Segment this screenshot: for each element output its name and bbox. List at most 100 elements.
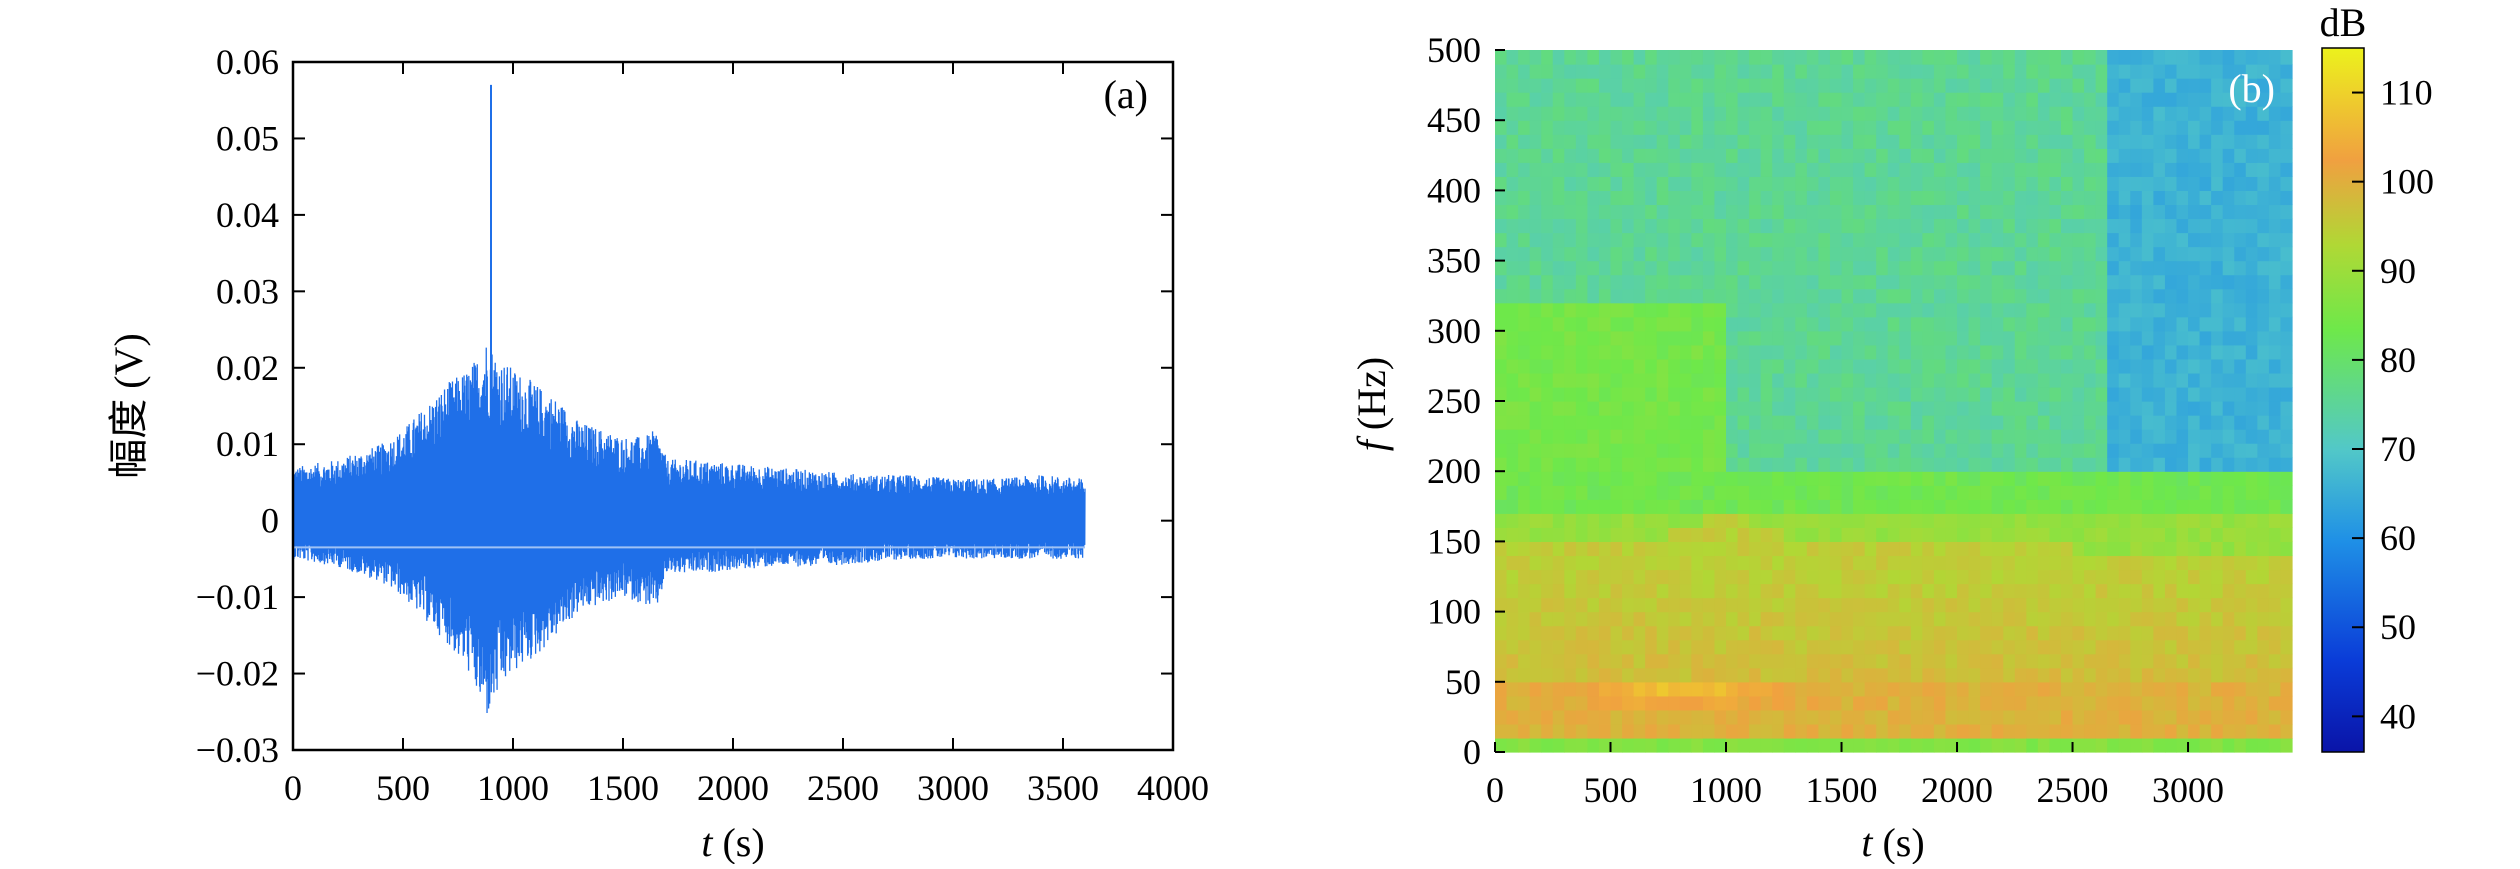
heatmap-cell	[1633, 246, 1646, 262]
heatmap-cell	[1564, 471, 1577, 486]
heatmap-cell	[2153, 134, 2166, 149]
heatmap-cell	[1702, 316, 1716, 332]
heatmap-cell	[2037, 316, 2051, 332]
heatmap-cell	[1633, 190, 1646, 206]
heatmap-cell	[1772, 569, 1785, 585]
heatmap-cell	[2060, 555, 2074, 571]
heatmap-cell	[1598, 120, 1612, 135]
heatmap-cell	[1818, 218, 1831, 234]
heatmap-cell	[1622, 78, 1635, 93]
heatmap-cell	[1829, 471, 1843, 486]
heatmap-cell	[1656, 555, 1669, 571]
heatmap-cell	[2095, 597, 2108, 613]
heatmap-cell	[1529, 64, 1542, 79]
heatmap-cell	[2153, 358, 2166, 374]
heatmap-cell	[1587, 120, 1600, 135]
heatmap-cell	[1818, 611, 1831, 627]
heatmap-cell	[2280, 288, 2293, 304]
heatmap-cell	[1518, 372, 1531, 388]
heatmap-cell	[1633, 471, 1646, 486]
heatmap-cell	[1876, 190, 1889, 206]
heatmap-cell	[1702, 555, 1716, 571]
heatmap-cell	[1806, 709, 1820, 725]
heatmap-cell	[1899, 106, 1912, 121]
heatmap-cell	[1922, 555, 1935, 571]
heatmap-cell	[1552, 583, 1565, 599]
heatmap-cell	[1980, 50, 1993, 65]
heatmap-cell	[1645, 597, 1658, 613]
heatmap-cell	[1806, 358, 1820, 374]
heatmap-cell	[1876, 513, 1889, 528]
heatmap-cell	[1887, 457, 1900, 472]
heatmap-cell	[1980, 471, 1993, 486]
heatmap-cell	[2188, 64, 2201, 79]
colorbar-tick-label: 60	[2380, 518, 2416, 558]
heatmap-cell	[2164, 50, 2178, 65]
heatmap-cell	[2234, 681, 2247, 697]
heatmap-cell	[1610, 597, 1623, 613]
heatmap-cell	[1772, 401, 1785, 416]
heatmap-cell	[1645, 134, 1658, 149]
heatmap-cell	[1552, 681, 1565, 697]
heatmap-cell	[1933, 513, 1947, 528]
heatmap-cell	[1899, 204, 1912, 220]
heatmap-cell	[2037, 471, 2051, 486]
heatmap-cell	[1726, 555, 1739, 571]
heatmap-cell	[1564, 92, 1577, 107]
heatmap-cell	[2141, 555, 2154, 571]
heatmap-cell	[1945, 485, 1958, 500]
heatmap-cell	[2003, 260, 2016, 276]
heatmap-cell	[2153, 639, 2166, 655]
heatmap-cell	[2037, 78, 2051, 93]
heatmap-cell	[2211, 50, 2224, 65]
heatmap-cell	[1552, 737, 1565, 753]
heatmap-cell	[1622, 218, 1635, 234]
heatmap-cell	[1726, 162, 1739, 177]
heatmap-cell	[1529, 218, 1542, 234]
heatmap-cell	[1760, 415, 1773, 430]
heatmap-cell	[1610, 723, 1623, 739]
heatmap-cell	[1656, 106, 1669, 121]
heatmap-cell	[1702, 190, 1716, 206]
heatmap-cell	[2280, 625, 2293, 641]
heatmap-cell	[1691, 639, 1704, 655]
heatmap-cell	[2084, 541, 2097, 557]
heatmap-cell	[2141, 485, 2154, 500]
heatmap-cell	[1552, 541, 1565, 557]
heatmap-cell	[2188, 401, 2201, 416]
heatmap-cell	[2245, 78, 2258, 93]
heatmap-cell	[2211, 358, 2224, 374]
heatmap-cell	[2164, 625, 2178, 641]
heatmap-cell	[1795, 625, 1808, 641]
heatmap-cell	[1552, 639, 1565, 655]
heatmap-cell	[2222, 316, 2235, 332]
heatmap-cell	[2118, 302, 2131, 318]
heatmap-cell	[2118, 709, 2131, 725]
heatmap-cell	[2222, 274, 2235, 290]
heatmap-cell	[1922, 176, 1935, 191]
heatmap-cell	[2268, 401, 2282, 416]
heatmap-cell	[2060, 639, 2074, 655]
heatmap-cell	[1610, 288, 1623, 304]
heatmap-cell	[1749, 372, 1762, 388]
heatmap-cell	[1575, 471, 1589, 486]
heatmap-cell	[2222, 457, 2235, 472]
heatmap-cell	[2095, 232, 2108, 248]
heatmap-cell	[1587, 541, 1600, 557]
heatmap-cell	[2130, 372, 2143, 388]
heatmap-cell	[2014, 695, 2027, 711]
heatmap-cell	[2188, 695, 2201, 711]
heatmap-cell	[2176, 176, 2189, 191]
heatmap-cell	[2003, 92, 2016, 107]
heatmap-cell	[2003, 372, 2016, 388]
heatmap-cell	[2026, 288, 2039, 304]
heatmap-cell	[2268, 204, 2282, 220]
heatmap-cell	[1495, 344, 1508, 360]
heatmap-cell	[1679, 513, 1692, 528]
heatmap-cell	[2234, 106, 2247, 121]
heatmap-cell	[2153, 527, 2166, 542]
heatmap-cell	[1795, 316, 1808, 332]
heatmap-cell	[1598, 176, 1612, 191]
heatmap-cell	[2060, 148, 2074, 163]
heatmap-cell	[2118, 162, 2131, 177]
